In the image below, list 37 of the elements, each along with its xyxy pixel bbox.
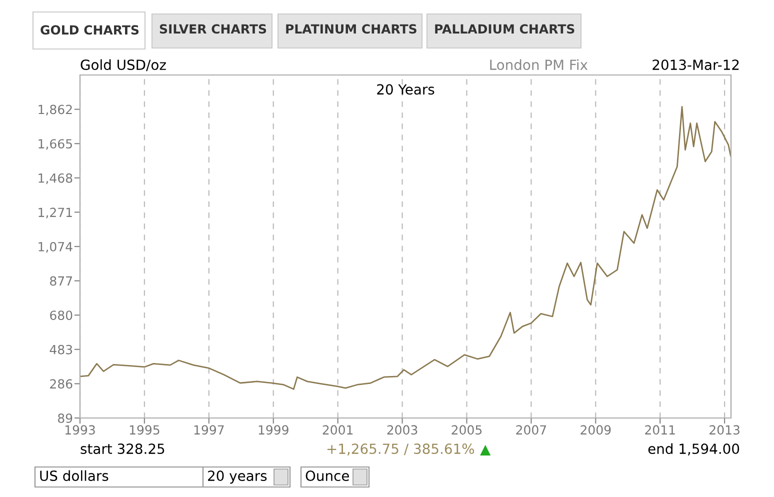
text: end 1,594.00: [648, 443, 740, 456]
y-tick-label: 286: [50, 379, 72, 389]
y-tick-label: 1,468: [38, 173, 72, 184]
x-tick-label: 2007: [516, 425, 546, 435]
x-tick-label: 1995: [130, 425, 160, 435]
x-tick-label: 2001: [322, 425, 353, 435]
x-tick-label: 2009: [580, 425, 611, 435]
text: ▲: [480, 444, 491, 456]
y-tick-label: 89: [58, 413, 72, 423]
y-axis-title: Gold USD/oz: [80, 59, 166, 72]
x-tick-label: 1993: [65, 425, 95, 435]
line-series: [80, 106, 731, 390]
y-tick-label: 483: [50, 344, 72, 354]
text: PLATINUM CHARTS: [286, 24, 416, 34]
y-tick-label: 1,271: [38, 208, 72, 218]
text: SILVER CHARTS: [160, 24, 266, 34]
x-tick-label: 2003: [387, 425, 418, 435]
text: start 328.25: [80, 444, 164, 454]
x-tick-label: 1997: [194, 425, 224, 435]
x-tick-label: 2005: [452, 425, 482, 435]
text: GOLD CHARTS: [40, 25, 139, 35]
text: 20 years: [208, 470, 267, 484]
x-tick-label: 2013: [710, 425, 740, 435]
text: 20 Years: [377, 84, 434, 95]
y-tick-label: 1,862: [38, 104, 72, 116]
y-tick-label: 1,074: [38, 242, 72, 253]
text: Ounce: [306, 470, 349, 482]
y-tick-label: 877: [50, 276, 72, 286]
text: +1,265.75 / 385.61%: [327, 444, 474, 456]
y-tick-label: 680: [50, 310, 72, 320]
x-tick-label: 1999: [258, 425, 288, 435]
y-tick-label: 1,665: [38, 139, 72, 150]
text: US dollars: [40, 470, 108, 482]
text: PALLADIUM CHARTS: [435, 24, 574, 34]
text: 2013-Mar-12: [652, 60, 739, 70]
x-tick-label: 2011: [645, 425, 675, 435]
text: London PM Fix: [490, 59, 588, 70]
